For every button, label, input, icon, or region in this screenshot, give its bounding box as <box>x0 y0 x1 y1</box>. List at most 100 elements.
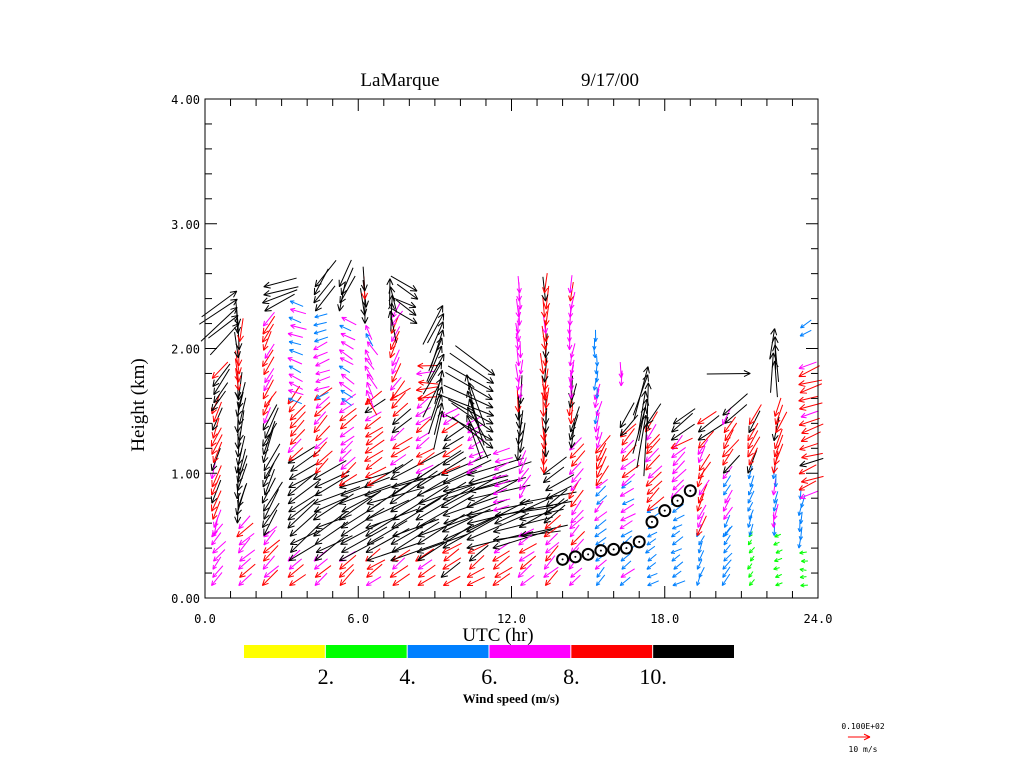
vector-head <box>365 349 370 354</box>
vector-shaft <box>749 523 754 536</box>
vector-head <box>314 386 319 391</box>
vector-head <box>314 283 322 288</box>
wind-vector <box>339 407 357 422</box>
vector-shaft <box>263 391 277 408</box>
wind-vector <box>211 490 222 512</box>
vector-head <box>743 370 751 374</box>
wind-vector <box>567 275 574 294</box>
vector-shaft <box>364 439 385 454</box>
wind-vector <box>415 418 431 434</box>
vector-head <box>568 494 575 500</box>
vector-head <box>390 576 397 578</box>
vector-head <box>264 377 266 383</box>
wind-vector <box>288 389 304 396</box>
vector-head <box>619 428 623 436</box>
vector-head <box>263 572 268 578</box>
vector-head <box>774 411 780 417</box>
vector-head <box>671 438 679 441</box>
vector-shaft <box>495 506 555 517</box>
wind-vector <box>468 544 489 562</box>
wind-vector <box>340 267 354 296</box>
vector-head <box>519 469 524 475</box>
wind-vector <box>593 329 598 342</box>
vector-head <box>290 433 297 437</box>
vector-head <box>646 574 651 578</box>
wind-vector <box>724 525 733 537</box>
y-axis-label: Height (km) <box>128 358 149 451</box>
wind-vector <box>288 543 317 562</box>
vector-head <box>670 549 675 554</box>
vector-head <box>491 368 496 376</box>
vector-shaft <box>544 514 561 530</box>
vector-head <box>289 414 293 421</box>
vector-head <box>569 434 576 441</box>
vector-head <box>747 452 754 458</box>
vector-head <box>571 463 578 467</box>
vector-shaft <box>262 349 274 367</box>
vector-head <box>392 513 397 521</box>
vector-head <box>515 385 519 391</box>
vector-head <box>723 514 725 520</box>
wind-vector <box>672 580 686 587</box>
wind-vector <box>391 417 413 434</box>
vector-head <box>392 430 400 434</box>
vector-head <box>697 506 702 512</box>
wind-vector <box>545 533 558 546</box>
vector-head <box>569 526 576 530</box>
vector-head <box>540 443 545 450</box>
wind-vector <box>799 490 818 500</box>
vector-head <box>314 538 320 545</box>
vector-shaft <box>571 500 582 516</box>
vector-head <box>748 531 751 536</box>
vector-shaft <box>364 357 375 370</box>
vector-head <box>239 559 246 562</box>
vector-head <box>440 501 446 508</box>
vector-head <box>264 575 270 578</box>
vector-head <box>493 510 499 512</box>
vector-head <box>290 441 297 446</box>
vector-shaft <box>698 483 708 504</box>
vector-shaft <box>238 557 251 570</box>
wind-vector <box>515 318 521 334</box>
vector-head <box>287 447 291 453</box>
vector-head <box>239 575 246 578</box>
wind-vector <box>468 461 532 485</box>
wind-vector <box>365 389 375 408</box>
wind-vector <box>773 541 780 546</box>
vector-head <box>366 498 373 505</box>
vector-head <box>519 518 527 522</box>
vector-head <box>287 518 295 521</box>
vector-head <box>263 401 267 408</box>
vector-shaft <box>392 408 412 425</box>
vector-head <box>593 402 596 408</box>
vector-head <box>620 447 624 454</box>
vector-shaft <box>338 490 382 521</box>
wind-vector <box>596 456 607 478</box>
vector-head <box>312 513 318 521</box>
vector-head <box>390 435 394 441</box>
vector-head <box>339 484 346 487</box>
vector-head <box>596 457 602 462</box>
vector-shaft <box>595 537 607 546</box>
vector-head <box>263 463 266 471</box>
wind-vector <box>747 490 755 504</box>
vector-head <box>545 540 548 546</box>
colorbar-tick-label: 2. <box>318 664 335 689</box>
vector-head <box>341 474 348 479</box>
vector-head <box>313 473 318 480</box>
wind-vector <box>545 545 559 562</box>
vector-head <box>647 472 651 479</box>
vector-shaft <box>264 368 275 384</box>
vector-shaft <box>594 528 607 538</box>
wind-vector <box>455 345 496 376</box>
vector-head <box>595 443 598 449</box>
vector-head <box>621 565 624 570</box>
vector-head <box>211 432 214 439</box>
vector-head <box>409 313 417 316</box>
vector-shaft <box>543 456 567 475</box>
vector-shaft <box>262 315 276 335</box>
vector-head <box>519 288 522 294</box>
vector-shaft <box>213 401 222 423</box>
vector-head <box>773 450 776 458</box>
wind-vector <box>392 557 406 570</box>
